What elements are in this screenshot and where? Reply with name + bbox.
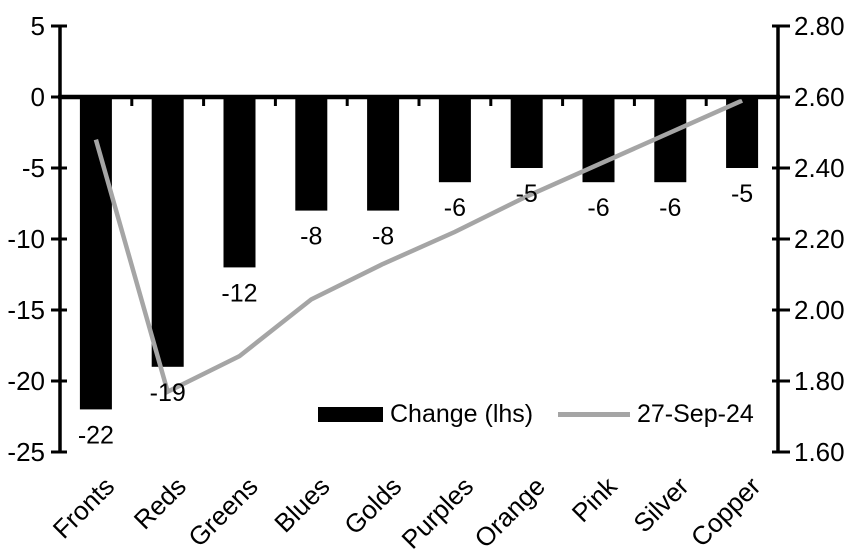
- right-axis-tick-label: 2.20: [794, 224, 845, 254]
- bar-value-label: -6: [444, 194, 466, 222]
- line-series: [93, 98, 744, 395]
- category-label: Reds: [128, 471, 192, 535]
- bar-value-label: -8: [300, 223, 322, 251]
- bar-value-label: -22: [78, 421, 114, 449]
- category-label: Blues: [268, 471, 335, 538]
- left-axis-tick-label: 5: [31, 11, 45, 41]
- bar-value-label: -19: [150, 379, 186, 407]
- bar: [367, 97, 400, 211]
- bar-value-label: -8: [372, 223, 394, 251]
- bar-value-label: -5: [731, 180, 753, 208]
- category-label: Pink: [566, 470, 624, 528]
- legend-line-label: 27-Sep-24: [637, 400, 754, 428]
- bar: [79, 97, 112, 410]
- right-axis-tick-label: 1.80: [794, 366, 845, 396]
- legend-bar-label: Change (lhs): [390, 400, 534, 428]
- right-axis-tick-label: 2.60: [794, 82, 845, 112]
- right-axis-tick-label: 2.40: [794, 153, 845, 183]
- bar: [151, 97, 184, 367]
- category-label: Golds: [338, 471, 407, 540]
- category-label: Silver: [627, 471, 694, 538]
- left-axis-tick-label: -25: [7, 437, 45, 467]
- left-axis-tick-label: -5: [22, 153, 45, 183]
- legend-bar-swatch: [318, 407, 383, 422]
- bar: [510, 97, 543, 168]
- right-axis-tick-label: 2.00: [794, 295, 845, 325]
- category-label: Copper: [685, 471, 767, 550]
- bar-value-label: -6: [659, 194, 681, 222]
- left-axis-tick-label: -15: [7, 295, 45, 325]
- right-axis-tick-label: 2.80: [794, 11, 845, 41]
- right-axis-tick-label: 1.60: [794, 437, 845, 467]
- category-label: Fronts: [47, 471, 120, 544]
- legend-line-swatch: [558, 412, 630, 417]
- bar: [295, 97, 328, 211]
- category-label: Purples: [396, 471, 480, 550]
- bar-value-label: -12: [221, 279, 257, 307]
- left-axis-tick-label: -20: [7, 366, 45, 396]
- left-axis-tick-label: -10: [7, 224, 45, 254]
- bar-value-label: -6: [587, 194, 609, 222]
- left-axis-tick-label: 0: [31, 82, 45, 112]
- bar: [223, 97, 256, 268]
- bar-value-label: -5: [516, 180, 538, 208]
- category-label: Orange: [468, 471, 551, 550]
- bar: [438, 97, 471, 183]
- category-label: Greens: [182, 471, 264, 550]
- bar: [726, 97, 759, 168]
